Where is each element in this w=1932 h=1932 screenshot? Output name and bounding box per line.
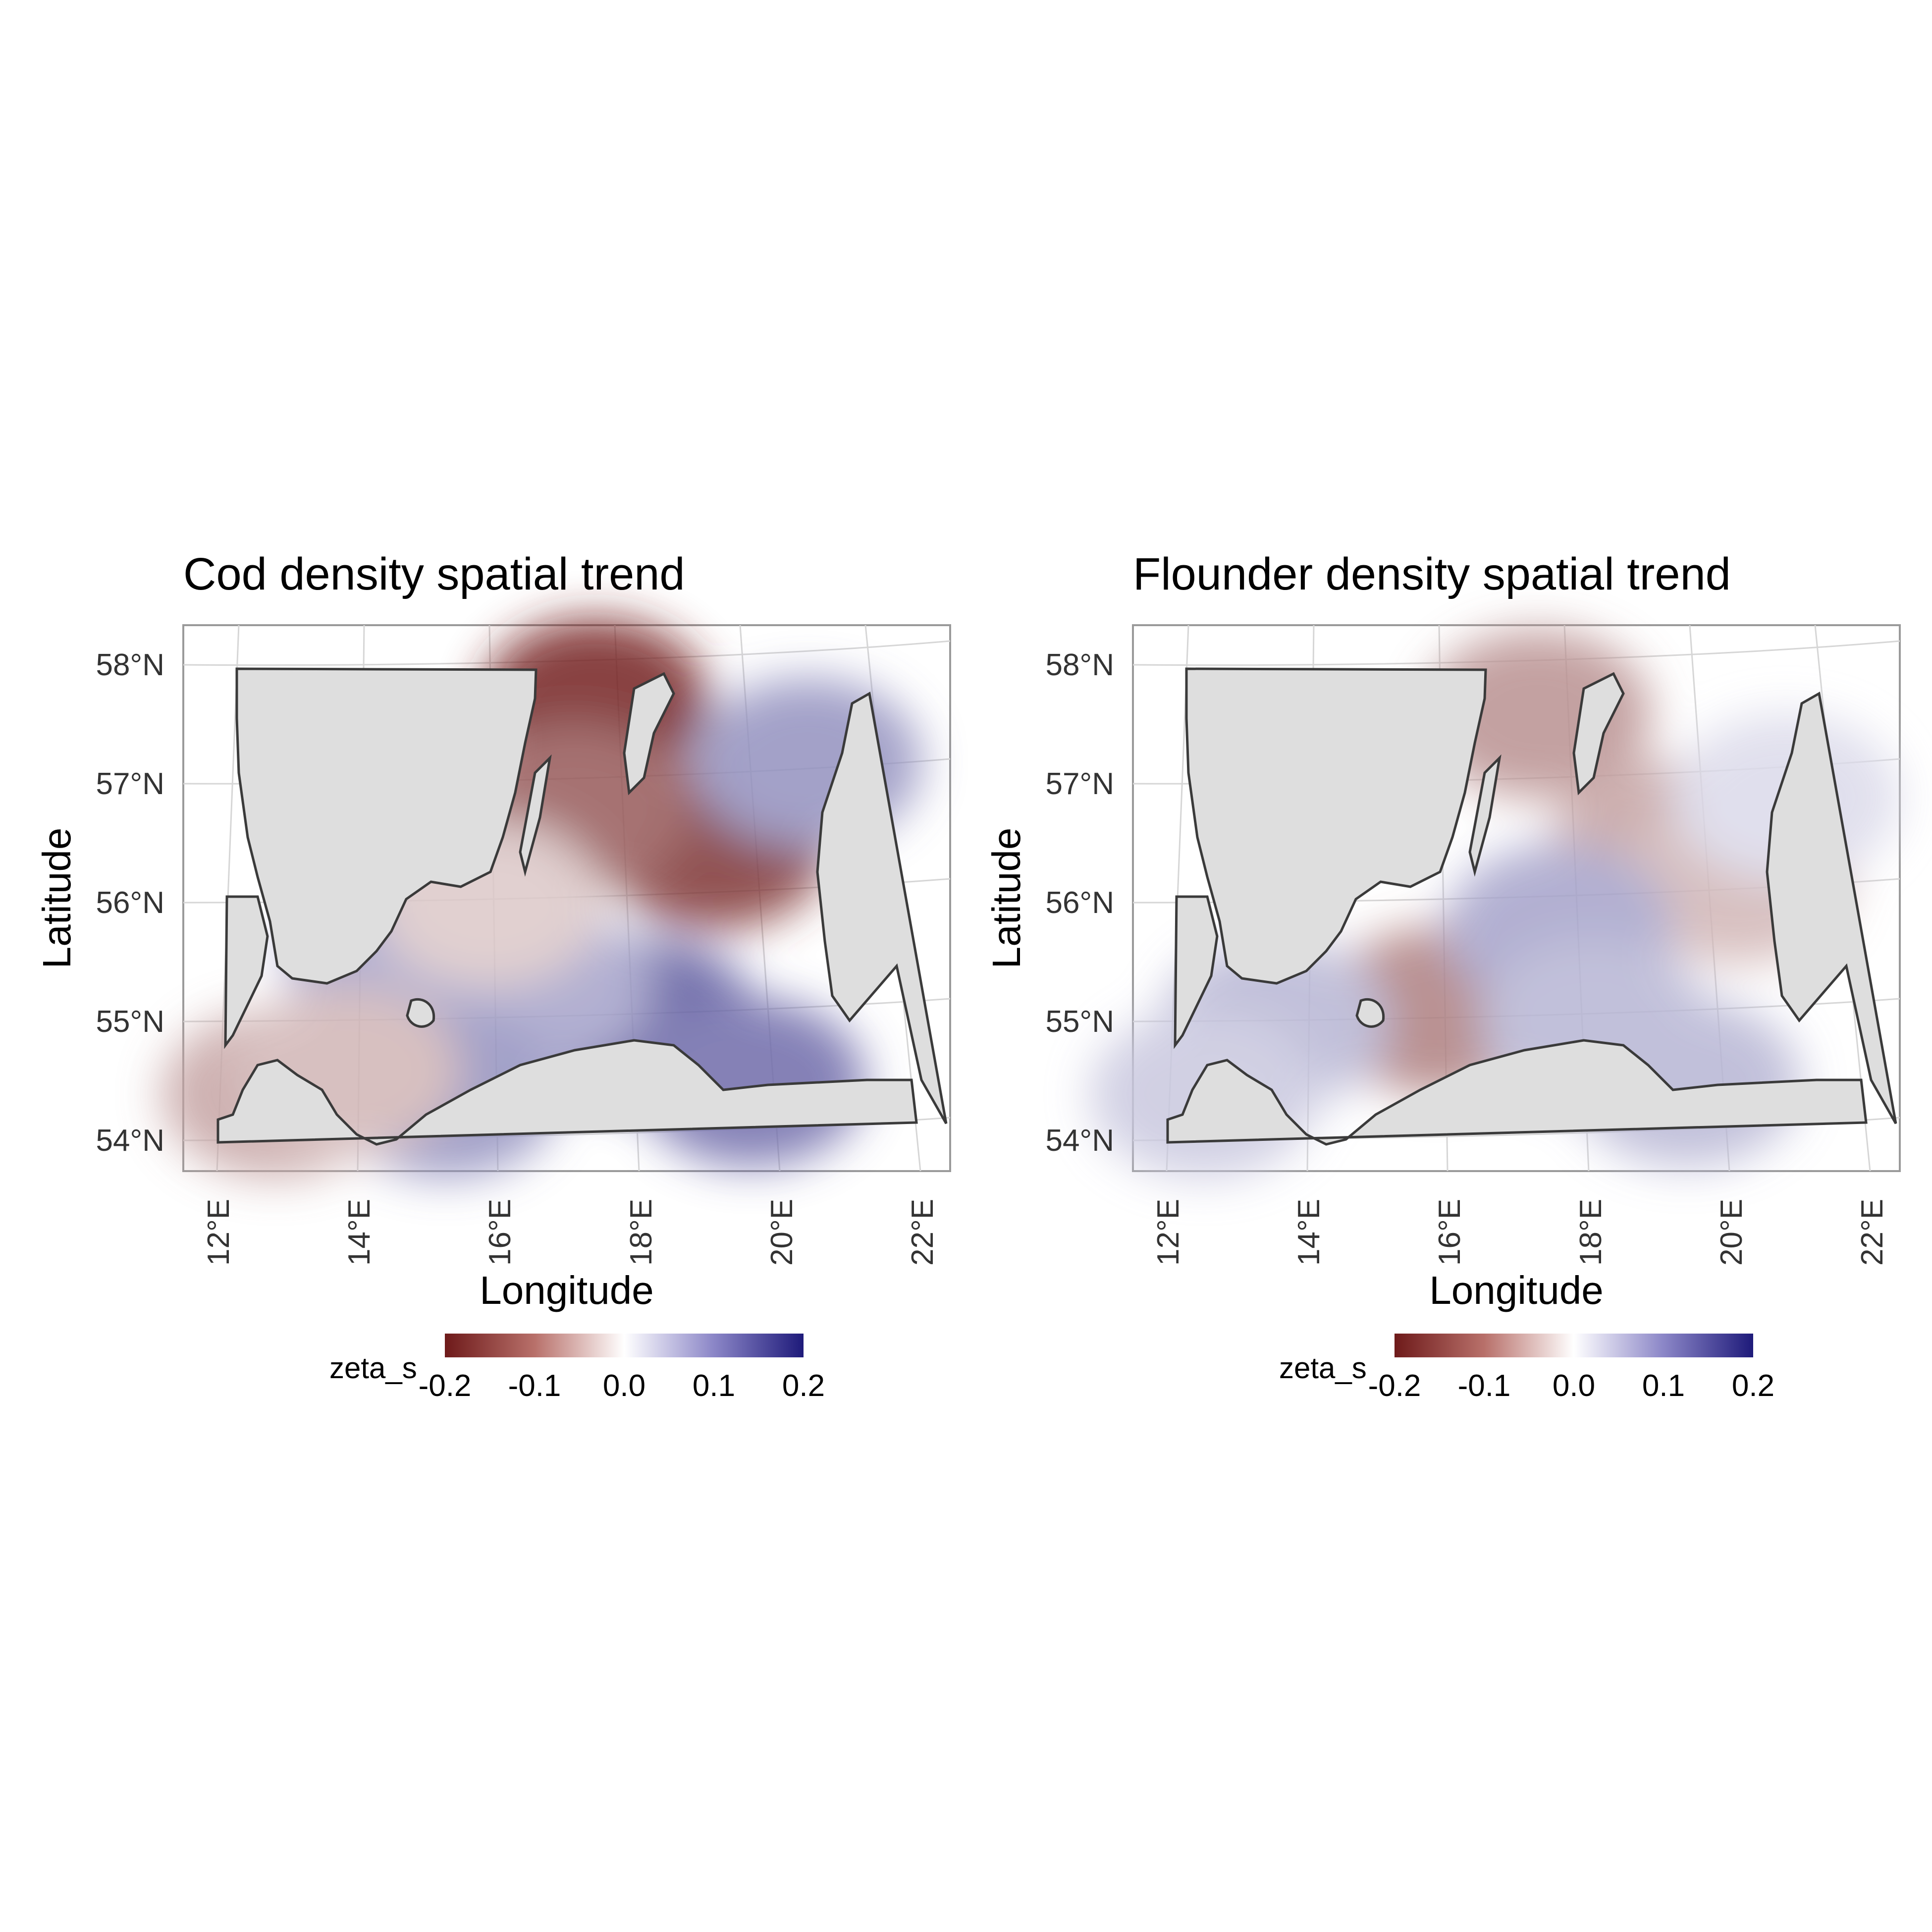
colorbar-tick: -0.1	[508, 1369, 561, 1403]
y-axis-title: Latitude	[35, 828, 79, 969]
colorbar-tick: 0.2	[1732, 1369, 1774, 1403]
land-gotland	[623, 672, 675, 796]
panel-cod: Cod density spatial trend	[35, 549, 951, 1403]
y-tick-label: 55°N	[1045, 1005, 1114, 1039]
y-tick-label: 58°N	[1045, 648, 1114, 682]
panel-title: Flounder density spatial trend	[1133, 549, 1731, 599]
y-tick-labels: 58°N 57°N 56°N 55°N 54°N	[1045, 648, 1114, 1158]
land-sweden	[1185, 667, 1487, 985]
colorbar-bar	[445, 1334, 804, 1357]
colorbar-tick: -0.2	[1368, 1369, 1421, 1403]
y-tick-label: 54°N	[1045, 1124, 1114, 1158]
land-poland-germany	[1166, 1039, 1868, 1146]
x-tick-label: 14°E	[1292, 1199, 1326, 1266]
x-tick-label: 22°E	[1855, 1199, 1889, 1266]
colorbar-title: zeta_s	[329, 1351, 417, 1385]
x-tick-label: 22°E	[906, 1199, 940, 1266]
y-tick-label: 56°N	[1045, 886, 1114, 920]
panel-title: Cod density spatial trend	[183, 549, 685, 599]
colorbar-tick: 0.0	[603, 1369, 645, 1403]
land-bornholm	[1355, 998, 1385, 1028]
land	[1166, 667, 1897, 1146]
colorbar-tick: 0.0	[1553, 1369, 1595, 1403]
y-tick-label: 57°N	[1045, 767, 1114, 801]
colorbar-tick: 0.1	[1642, 1369, 1685, 1403]
land-baltic-states	[1766, 692, 1897, 1125]
x-tick-label: 20°E	[765, 1199, 799, 1266]
x-tick-label: 18°E	[624, 1199, 658, 1266]
panel-flounder: Flounder density spatial trend	[984, 549, 1901, 1403]
land-gotland	[1572, 672, 1625, 796]
land-poland-germany	[216, 1039, 918, 1146]
land-sweden	[235, 667, 537, 985]
x-tick-label: 20°E	[1715, 1199, 1749, 1266]
x-tick-label: 12°E	[1151, 1199, 1185, 1266]
land-denmark	[224, 895, 269, 1049]
x-tick-label: 12°E	[202, 1199, 236, 1266]
x-tick-label: 18°E	[1574, 1199, 1608, 1266]
colorbar: zeta_s -0.2 -0.1 0.0 0.1 0.2	[1279, 1334, 1774, 1403]
x-axis-title: Longitude	[1429, 1268, 1603, 1312]
colorbar-tick: 0.2	[782, 1369, 825, 1403]
colorbar-bar	[1395, 1334, 1753, 1357]
y-tick-label: 54°N	[96, 1124, 164, 1158]
land-baltic-states	[816, 692, 948, 1125]
y-tick-labels: 58°N 57°N 56°N 55°N 54°N	[96, 648, 164, 1158]
x-tick-label: 16°E	[483, 1199, 517, 1266]
y-tick-label: 55°N	[96, 1005, 164, 1039]
land-oland	[1468, 754, 1502, 877]
x-tick-label: 16°E	[1433, 1199, 1467, 1266]
land-denmark	[1174, 895, 1219, 1049]
x-tick-labels: 12°E 14°E 16°E 18°E 20°E 22°E	[1151, 1199, 1889, 1266]
colorbar-tick: -0.2	[419, 1369, 472, 1403]
land-oland	[519, 754, 552, 877]
y-tick-label: 56°N	[96, 886, 164, 920]
x-tick-label: 14°E	[342, 1199, 376, 1266]
x-axis-title: Longitude	[480, 1268, 653, 1312]
colorbar: zeta_s -0.2 -0.1 0.0 0.1 0.2	[329, 1334, 825, 1403]
x-tick-labels: 12°E 14°E 16°E 18°E 20°E 22°E	[202, 1199, 940, 1266]
colorbar-tick: -0.1	[1458, 1369, 1511, 1403]
y-tick-label: 58°N	[96, 648, 164, 682]
colorbar-title: zeta_s	[1279, 1351, 1367, 1385]
y-tick-label: 57°N	[96, 767, 164, 801]
land-bornholm	[406, 998, 435, 1028]
colorbar-tick: 0.1	[693, 1369, 735, 1403]
y-axis-title: Latitude	[984, 828, 1028, 969]
land	[216, 667, 948, 1146]
